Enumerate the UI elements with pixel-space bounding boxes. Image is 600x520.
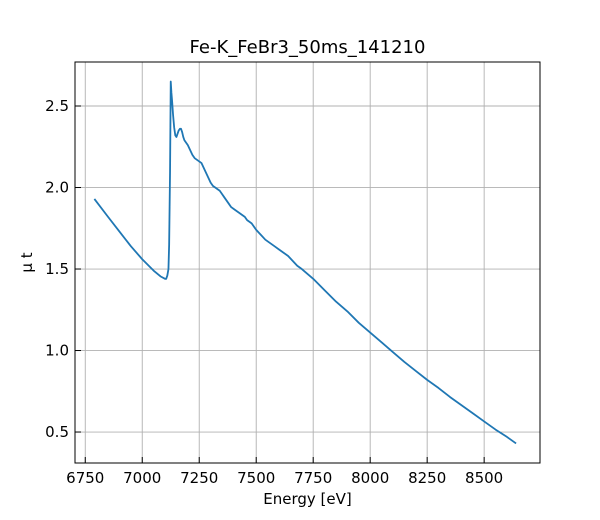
x-tick-label: 7000 (123, 469, 161, 487)
x-tick-label: 6750 (66, 469, 104, 487)
x-axis-label: Energy [eV] (263, 490, 351, 508)
series-line (93, 80, 517, 445)
x-tick-label: 7250 (180, 469, 218, 487)
x-tick-label: 8250 (408, 469, 446, 487)
y-tick-label: 1.0 (45, 342, 69, 360)
y-axis-label: μ t (18, 252, 36, 272)
y-tick-label: 1.5 (45, 260, 69, 278)
x-axis-ticks: 6750 7000 7250 7500 7750 8000 8250 8500 (66, 457, 503, 487)
y-tick-label: 2.5 (45, 97, 69, 115)
y-tick-label: 0.5 (45, 423, 69, 441)
x-tick-label: 7750 (294, 469, 332, 487)
x-tick-label: 8000 (351, 469, 389, 487)
axes-frame (74, 61, 541, 464)
x-tick-label: 7500 (237, 469, 275, 487)
axes (74, 61, 541, 464)
chart-title: Fe-K_FeBr3_50ms_141210 (190, 37, 426, 58)
plot-area (93, 80, 517, 445)
x-tick-label: 8500 (465, 469, 503, 487)
y-tick-label: 2.0 (45, 179, 69, 197)
y-axis-ticks: 0.5 1.0 1.5 2.0 2.5 (45, 97, 81, 441)
